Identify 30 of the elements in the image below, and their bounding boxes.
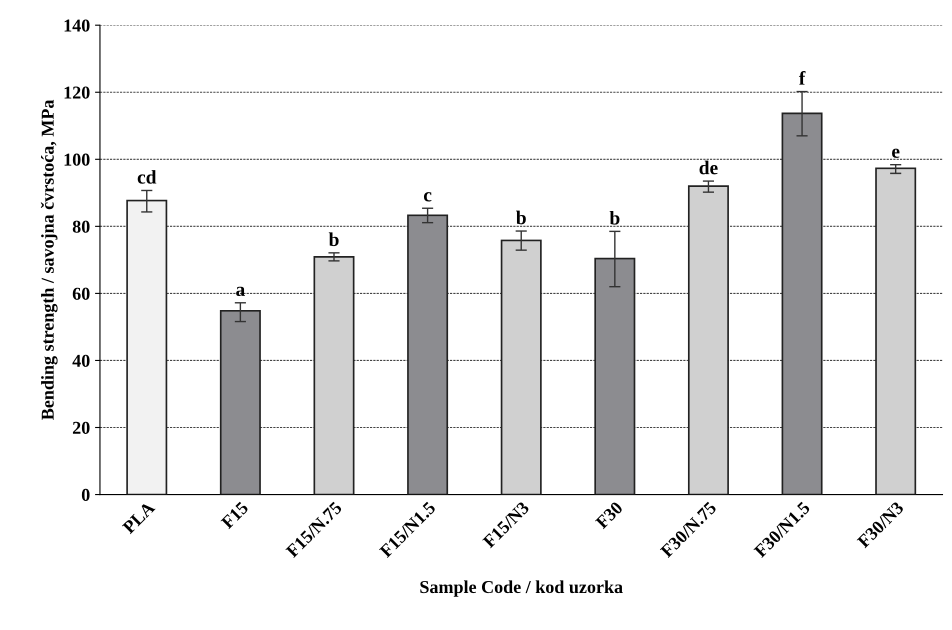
annotation: de — [700, 160, 718, 174]
y-tick-label: 120 — [64, 86, 90, 99]
bar — [782, 112, 823, 495]
bar — [594, 258, 636, 495]
y-tick-label: 60 — [72, 288, 90, 300]
bar — [126, 200, 168, 495]
y-tick-label: 0 — [82, 488, 90, 501]
annotation: b — [610, 210, 620, 225]
bar — [688, 185, 729, 495]
y-tick-label: 20 — [72, 422, 90, 434]
bar — [314, 256, 354, 495]
bar — [500, 240, 542, 495]
bar — [875, 168, 916, 495]
x-axis-title: Sample Code / kod uzorka — [420, 580, 623, 597]
annotation: b — [516, 210, 526, 224]
y-tick-label: 80 — [72, 220, 90, 233]
annotation: e — [892, 148, 900, 158]
annotation: c — [424, 192, 432, 202]
annotation: b — [328, 232, 339, 246]
annotation: cd — [138, 170, 156, 184]
y-tick-label: 100 — [64, 154, 90, 166]
x-tick-label: F30 — [594, 500, 624, 530]
annotation: f — [798, 70, 806, 85]
y-tick-label: 140 — [64, 19, 90, 32]
y-axis-title: Bending strength / savojna čvrstoća, MPa — [40, 100, 58, 420]
bar — [407, 214, 448, 495]
x-tick-label: PLA — [122, 500, 156, 534]
bar — [220, 310, 261, 495]
y-tick-label: 40 — [72, 354, 90, 367]
x-tick-label: F15 — [220, 501, 249, 530]
